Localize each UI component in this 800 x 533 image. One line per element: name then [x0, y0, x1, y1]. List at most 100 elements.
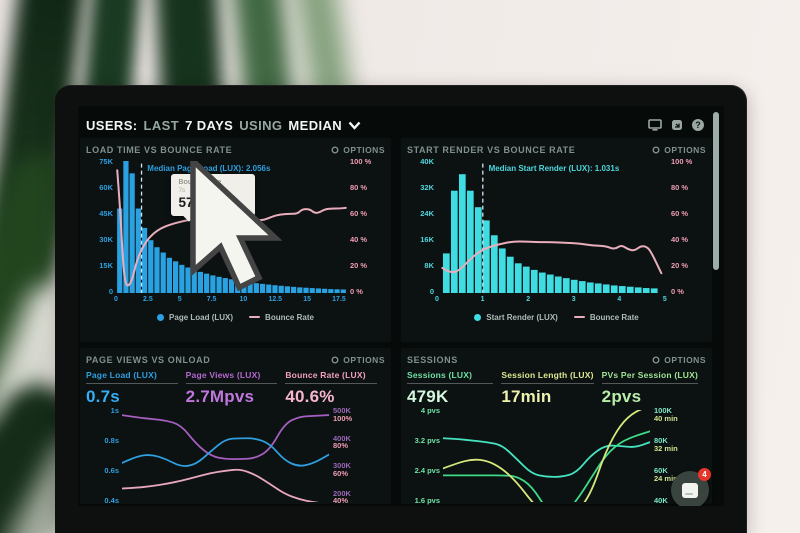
bar[interactable]	[129, 173, 135, 293]
legend-bounce-rate[interactable]: Bounce Rate	[249, 313, 314, 322]
bar[interactable]	[642, 288, 650, 293]
bar[interactable]	[498, 248, 506, 293]
metric-bounce-rate[interactable]: Bounce Rate (LUX) 40.6%	[285, 370, 385, 408]
metric-pvs-per-session[interactable]: PVs Per Session (LUX) 2pvs	[601, 370, 706, 408]
bar[interactable]	[466, 190, 474, 293]
bar[interactable]	[191, 270, 197, 293]
bar[interactable]	[482, 220, 490, 293]
bar[interactable]	[141, 227, 148, 293]
bar[interactable]	[340, 289, 346, 293]
legend-start-render[interactable]: Start Render (LUX)	[474, 313, 558, 322]
bar[interactable]	[315, 288, 322, 293]
bar[interactable]	[166, 257, 173, 293]
bar[interactable]	[303, 287, 309, 293]
bar[interactable]	[160, 252, 166, 293]
bar[interactable]	[578, 281, 586, 293]
time-range-selector[interactable]: USERS: LAST 7 DAYS USING MEDIAN	[86, 118, 361, 133]
bar[interactable]	[309, 288, 315, 293]
series-line	[443, 438, 650, 477]
bar[interactable]	[148, 240, 154, 293]
bar[interactable]	[328, 289, 334, 293]
bar[interactable]	[179, 264, 185, 293]
metric-sessions[interactable]: Sessions (LUX) 479K	[407, 370, 501, 408]
bar[interactable]	[490, 235, 498, 293]
legend-line-icon	[573, 316, 585, 318]
bar[interactable]	[278, 285, 284, 293]
bar[interactable]	[530, 269, 538, 293]
bar[interactable]	[634, 287, 642, 293]
bar[interactable]	[538, 272, 546, 293]
bar[interactable]	[290, 286, 297, 293]
bar[interactable]	[154, 247, 160, 293]
bar[interactable]	[626, 286, 634, 293]
axis-tick: 1s	[110, 406, 119, 415]
bar[interactable]	[173, 261, 179, 293]
bar[interactable]	[272, 285, 278, 293]
monitor-icon[interactable]	[648, 119, 662, 131]
panel-load-time-vs-bounce-rate: LOAD TIME VS BOUNCE RATE OPTIONS 75K 60K 4…	[80, 138, 391, 342]
chevron-down-icon[interactable]	[348, 121, 361, 130]
options-button[interactable]: OPTIONS	[331, 145, 385, 155]
bar[interactable]	[334, 289, 340, 293]
bar[interactable]	[266, 284, 272, 293]
bar[interactable]	[650, 288, 658, 293]
bar[interactable]	[442, 253, 450, 293]
bar[interactable]	[586, 282, 594, 293]
bar[interactable]	[135, 208, 141, 293]
bar[interactable]	[253, 283, 259, 293]
bar[interactable]	[522, 266, 530, 293]
bar[interactable]	[297, 287, 303, 293]
legend-page-load[interactable]: Page Load (LUX)	[157, 313, 233, 322]
options-button[interactable]: OPTIONS	[331, 355, 385, 365]
bar[interactable]	[570, 279, 578, 293]
scrollbar-thumb[interactable]	[713, 112, 719, 270]
bar[interactable]	[610, 285, 618, 293]
bar[interactable]	[185, 267, 191, 293]
mobile-icon[interactable]	[671, 119, 683, 131]
metric-page-views[interactable]: Page Views (LUX) 2.7Mpvs	[185, 370, 286, 408]
bounce-rate-line	[442, 242, 661, 274]
bar[interactable]	[123, 161, 129, 293]
axis-tick: 0	[108, 287, 113, 297]
bar[interactable]	[514, 263, 522, 293]
bar[interactable]	[222, 278, 228, 293]
x-axis-tick: 17.5	[332, 296, 346, 303]
bar[interactable]	[474, 207, 482, 293]
options-button[interactable]: OPTIONS	[652, 355, 706, 365]
bar[interactable]	[562, 278, 570, 293]
metric-session-length[interactable]: Session Length (LUX) 17min	[501, 370, 601, 408]
bar[interactable]	[117, 208, 123, 293]
metric-label: Page Load (LUX)	[86, 370, 178, 384]
bar[interactable]	[450, 190, 458, 293]
chart-legend: Start Render (LUX) Bounce Rate	[407, 307, 706, 327]
bar[interactable]	[228, 279, 235, 293]
bar[interactable]	[458, 174, 466, 293]
bar[interactable]	[204, 273, 210, 293]
panel-title: START RENDER VS BOUNCE RATE	[407, 145, 576, 155]
bar[interactable]	[594, 283, 602, 293]
bar[interactable]	[284, 286, 290, 293]
legend-bounce-rate[interactable]: Bounce Rate	[573, 313, 639, 322]
axis-tick: 0.6s	[104, 466, 119, 476]
chat-widget-button[interactable]: 4	[671, 468, 711, 506]
bar[interactable]	[216, 276, 222, 293]
y-axis-left: 1s 0.8s 0.6s 0.4s	[86, 407, 122, 505]
axis-tick: 4 pvs	[420, 406, 440, 415]
bar[interactable]	[322, 288, 328, 293]
axis-tick: 3.2 pvs	[414, 436, 440, 446]
y-axis-right: 100 % 80 % 60 % 40 % 20 % 0 %	[668, 158, 706, 296]
bar[interactable]	[197, 271, 204, 293]
axis-tick: 2.4 pvs	[414, 466, 440, 476]
help-icon[interactable]: ?	[692, 119, 704, 131]
metric-page-load[interactable]: Page Load (LUX) 0.7s	[86, 370, 186, 408]
options-button[interactable]: OPTIONS	[652, 145, 706, 155]
bar[interactable]	[554, 276, 562, 294]
bar[interactable]	[602, 284, 610, 293]
bar[interactable]	[546, 274, 554, 293]
bar[interactable]	[506, 256, 514, 293]
bar[interactable]	[618, 286, 626, 293]
bar[interactable]	[210, 275, 216, 293]
bar[interactable]	[259, 283, 266, 293]
bar[interactable]	[247, 282, 253, 293]
series-line	[122, 438, 329, 466]
